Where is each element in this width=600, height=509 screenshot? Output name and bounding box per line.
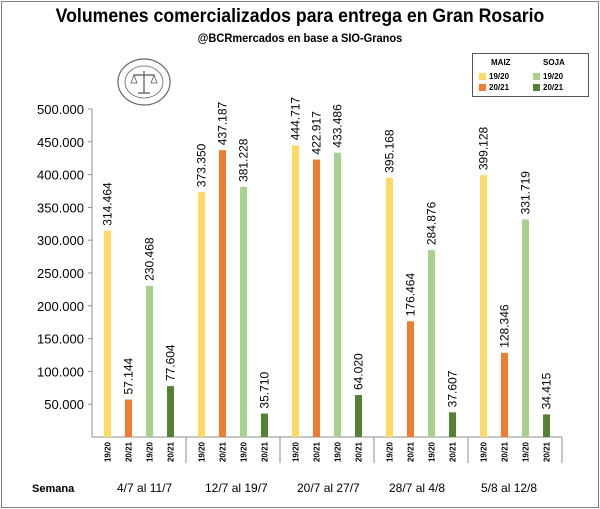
y-tick-label: 50.000: [44, 397, 84, 412]
bar: [240, 186, 247, 437]
bar: [198, 192, 205, 437]
legend-swatch: [479, 73, 486, 80]
bar: [125, 399, 132, 437]
data-label: 331.719: [519, 171, 533, 215]
y-tick-label: 300.000: [37, 233, 84, 248]
data-label: 57.144: [122, 357, 136, 394]
data-label: 77.604: [164, 344, 178, 381]
data-label: 444.717: [289, 97, 303, 141]
bar-season-label: 19/20: [386, 441, 395, 462]
legend-label: 20/21: [543, 83, 564, 92]
bar-season-label: 20/21: [355, 441, 364, 462]
bar-season-label: 20/21: [501, 441, 510, 462]
bar: [334, 152, 341, 437]
bar-season-label: 20/21: [543, 441, 552, 462]
data-label: 314.464: [101, 182, 115, 226]
x-category-label: 28/7 al 4/8: [389, 481, 445, 495]
y-tick-label: 400.000: [37, 168, 84, 183]
bar-season-label: 20/21: [261, 441, 270, 462]
bar-season-label: 20/21: [219, 441, 228, 462]
legend-group-soja: SOJA: [543, 58, 565, 67]
chart-title: Volumenes comercializados para entrega e…: [55, 6, 545, 27]
bar-season-label: 19/20: [198, 441, 207, 462]
bar-season-label: 19/20: [146, 441, 155, 462]
data-label: 34.415: [540, 372, 554, 409]
legend-label: 20/21: [489, 83, 510, 92]
bar: [167, 386, 174, 437]
data-label: 64.020: [352, 353, 366, 390]
legend-item-soja-2021: 20/21: [533, 83, 563, 92]
bar-season-label: 20/21: [313, 441, 322, 462]
y-tick-label: 200.000: [37, 299, 84, 314]
data-label: 128.346: [498, 304, 512, 348]
chart-legend: MAIZ SOJA 19/20 20/21 19/20 20/21: [472, 53, 589, 97]
bar: [313, 159, 320, 437]
legend-group-maiz: MAIZ: [491, 58, 511, 67]
chart-subtitle: @BCRmercados en base a SIO-Granos: [197, 31, 403, 45]
legend-item-maiz-1920: 19/20: [479, 72, 509, 81]
data-label: 395.168: [383, 129, 397, 173]
data-label: 433.486: [331, 104, 345, 148]
y-tick-label: 100.000: [37, 364, 84, 379]
bar: [386, 177, 393, 438]
bar-season-label: 19/20: [428, 441, 437, 462]
bar-season-label: 19/20: [240, 441, 249, 462]
bar: [543, 414, 550, 437]
bar: [522, 219, 529, 437]
bar: [146, 285, 153, 437]
bar-season-label: 20/21: [449, 441, 458, 462]
legend-item-maiz-2021: 20/21: [479, 83, 509, 92]
data-label: 399.128: [477, 126, 491, 170]
legend-item-soja-1920: 19/20: [533, 72, 563, 81]
data-label: 437.187: [216, 102, 230, 146]
data-label: 176.464: [404, 273, 418, 317]
bar-season-label: 19/20: [480, 441, 489, 462]
bar-season-label: 20/21: [407, 441, 416, 462]
legend-label: 19/20: [489, 72, 510, 81]
bar-season-label: 19/20: [104, 441, 113, 462]
bar-season-label: 20/21: [167, 441, 176, 462]
bar: [480, 175, 487, 437]
bar: [501, 352, 508, 437]
y-tick-label: 250.000: [37, 266, 84, 281]
data-label: 381.228: [237, 138, 251, 182]
bar-season-label: 19/20: [522, 441, 531, 462]
bar: [449, 412, 456, 437]
bar: [219, 150, 226, 437]
bar-season-label: 20/21: [125, 441, 134, 462]
y-tick-label: 500.000: [37, 102, 84, 117]
bcr-logo: [116, 57, 172, 112]
week-axis-title: Semana: [32, 483, 75, 495]
bar: [261, 413, 268, 437]
bar-season-label: 19/20: [292, 441, 301, 462]
legend-label: 19/20: [543, 72, 564, 81]
x-category-label: 4/7 al 11/7: [117, 481, 172, 495]
data-label: 284.876: [425, 201, 439, 245]
data-label: 35.710: [258, 372, 272, 409]
bar-season-label: 19/20: [334, 441, 343, 462]
bar: [292, 145, 299, 437]
x-category-label: 5/8 al 12/8: [481, 481, 537, 495]
data-label: 230.468: [143, 237, 157, 281]
x-category-label: 20/7 al 27/7: [297, 481, 360, 495]
bar: [428, 250, 435, 437]
x-category-label: 12/7 al 19/7: [205, 481, 268, 495]
y-tick-label: 350.000: [37, 200, 84, 215]
bar: [355, 395, 362, 437]
legend-swatch: [533, 73, 540, 80]
data-label: 373.350: [195, 143, 209, 187]
data-label: 37.607: [446, 370, 460, 407]
y-tick-label: 450.000: [37, 135, 84, 150]
bar: [407, 321, 414, 437]
legend-swatch: [479, 84, 486, 91]
data-label: 422.917: [310, 111, 324, 155]
y-tick-label: 150.000: [37, 332, 84, 347]
bar: [104, 230, 111, 437]
legend-swatch: [533, 84, 540, 91]
